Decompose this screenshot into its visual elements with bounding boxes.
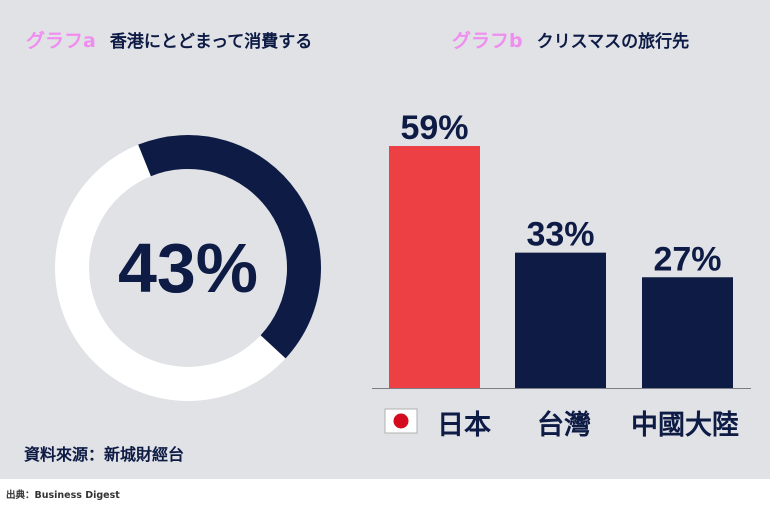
- donut-value-label: 43%: [118, 229, 258, 307]
- graph-b-tag: グラフb: [452, 30, 523, 52]
- bar-value-label: 33%: [526, 216, 594, 254]
- bar-chart: 59% 33% 27% 日本 台灣 中國大陸: [372, 109, 751, 441]
- graph-b-title: クリスマスの旅行先: [536, 32, 690, 52]
- bar-category-label: 日本: [437, 410, 491, 441]
- graph-a-heading: グラフa 香港にとどまって消費する: [26, 26, 312, 52]
- bar-value-label: 27%: [653, 240, 721, 278]
- bar-category-label: 台灣: [537, 409, 591, 441]
- graph-a-tag: グラフa: [26, 30, 96, 52]
- source-note: 資料來源：新城財經台: [24, 445, 185, 464]
- chart-panel: グラフa 香港にとどまって消費する グラフb クリスマスの旅行先 43% 59%…: [0, 0, 770, 479]
- japan-flag-circle: [393, 413, 409, 429]
- bar-0: [389, 146, 480, 388]
- bar-category-label: 中國大陸: [631, 410, 739, 441]
- graph-b-heading: グラフb クリスマスの旅行先: [452, 26, 689, 52]
- bar-1: [515, 252, 606, 388]
- donut-chart: 43%: [55, 135, 321, 401]
- bar-value-label: 59%: [400, 109, 468, 147]
- credit-note: 出典：Business Digest: [6, 490, 120, 501]
- donut-value-arc: [138, 135, 321, 359]
- bar-2: [642, 277, 733, 388]
- graph-a-title: 香港にとどまって消費する: [109, 32, 313, 52]
